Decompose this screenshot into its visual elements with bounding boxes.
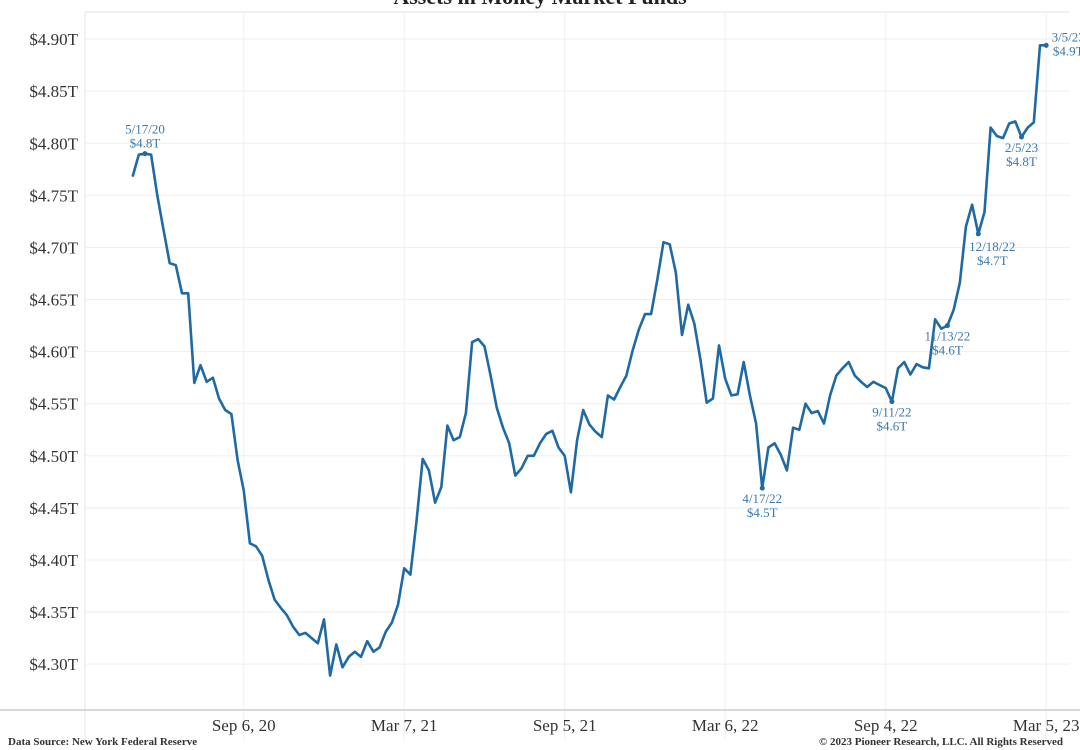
- annotation-marker: [944, 323, 950, 329]
- y-tick-label: $4.55T: [29, 395, 78, 414]
- annotation-marker: [975, 231, 981, 237]
- axes: $4.30T $4.35T $4.40T $4.45T $4.50T $4.55T $4.6…: [0, 30, 1080, 735]
- gridlines: [84, 11, 1070, 740]
- annotation-date: 9/11/22: [872, 405, 911, 420]
- annotation-date: 5/17/20: [125, 122, 165, 137]
- annotation-marker: [759, 485, 765, 491]
- chart-title: Assets in Money Market Funds: [393, 0, 687, 9]
- annotation-marker: [1018, 134, 1024, 140]
- y-tick-label: $4.85T: [29, 82, 78, 101]
- annotation-value: $4.8T: [1006, 154, 1037, 169]
- y-tick-label: $4.60T: [29, 343, 78, 362]
- annotation-value: $4.8T: [130, 136, 161, 151]
- annotation-date: 12/18/22: [969, 239, 1015, 254]
- annotation-marker: [1043, 42, 1049, 48]
- annotation-marker: [142, 151, 148, 157]
- annotation-value: $4.6T: [932, 343, 963, 358]
- annotation-date: 3/5/23: [1052, 29, 1080, 44]
- annotation-date: 2/5/23: [1005, 140, 1038, 155]
- annotation-value: $4.6T: [877, 419, 908, 434]
- y-tick-label: $4.80T: [29, 134, 78, 153]
- annotation-value: $4.5T: [747, 505, 778, 520]
- annotation-date: 4/17/22: [742, 491, 782, 506]
- x-tick-label: Sep 6, 20: [212, 716, 276, 735]
- series-line-group: [131, 43, 1047, 677]
- copyright-note: © 2023 Pioneer Research, LLC. All Rights…: [819, 736, 1063, 748]
- data-source-note: Data Source: New York Federal Reserve: [8, 736, 197, 748]
- x-tick-label: Mar 7, 21: [371, 716, 438, 735]
- x-tick-label: Sep 4, 22: [854, 716, 918, 735]
- y-tick-label: $4.70T: [29, 238, 78, 257]
- annotation-date: 11/13/22: [925, 329, 971, 344]
- y-tick-label: $4.90T: [29, 30, 78, 49]
- y-tick-label: $4.65T: [29, 291, 78, 310]
- y-tick-label: $4.45T: [29, 499, 78, 518]
- y-tick-label: $4.50T: [29, 447, 78, 466]
- y-tick-label: $4.35T: [29, 603, 78, 622]
- x-tick-label: Sep 5, 21: [533, 716, 597, 735]
- y-tick-label: $4.40T: [29, 551, 78, 570]
- annotation-value: $4.7T: [977, 253, 1008, 268]
- x-tick-label: Mar 5, 23: [1013, 716, 1080, 735]
- assets-line: [131, 43, 1047, 677]
- x-tick-label: Mar 6, 22: [692, 716, 759, 735]
- annotations: 5/17/20$4.8T4/17/22$4.5T9/11/22$4.6T11/1…: [125, 29, 1080, 520]
- annotation-marker: [889, 399, 895, 405]
- y-tick-label: $4.75T: [29, 186, 78, 205]
- y-tick-label: $4.30T: [29, 655, 78, 674]
- annotation-value: $4.9T: [1053, 43, 1080, 58]
